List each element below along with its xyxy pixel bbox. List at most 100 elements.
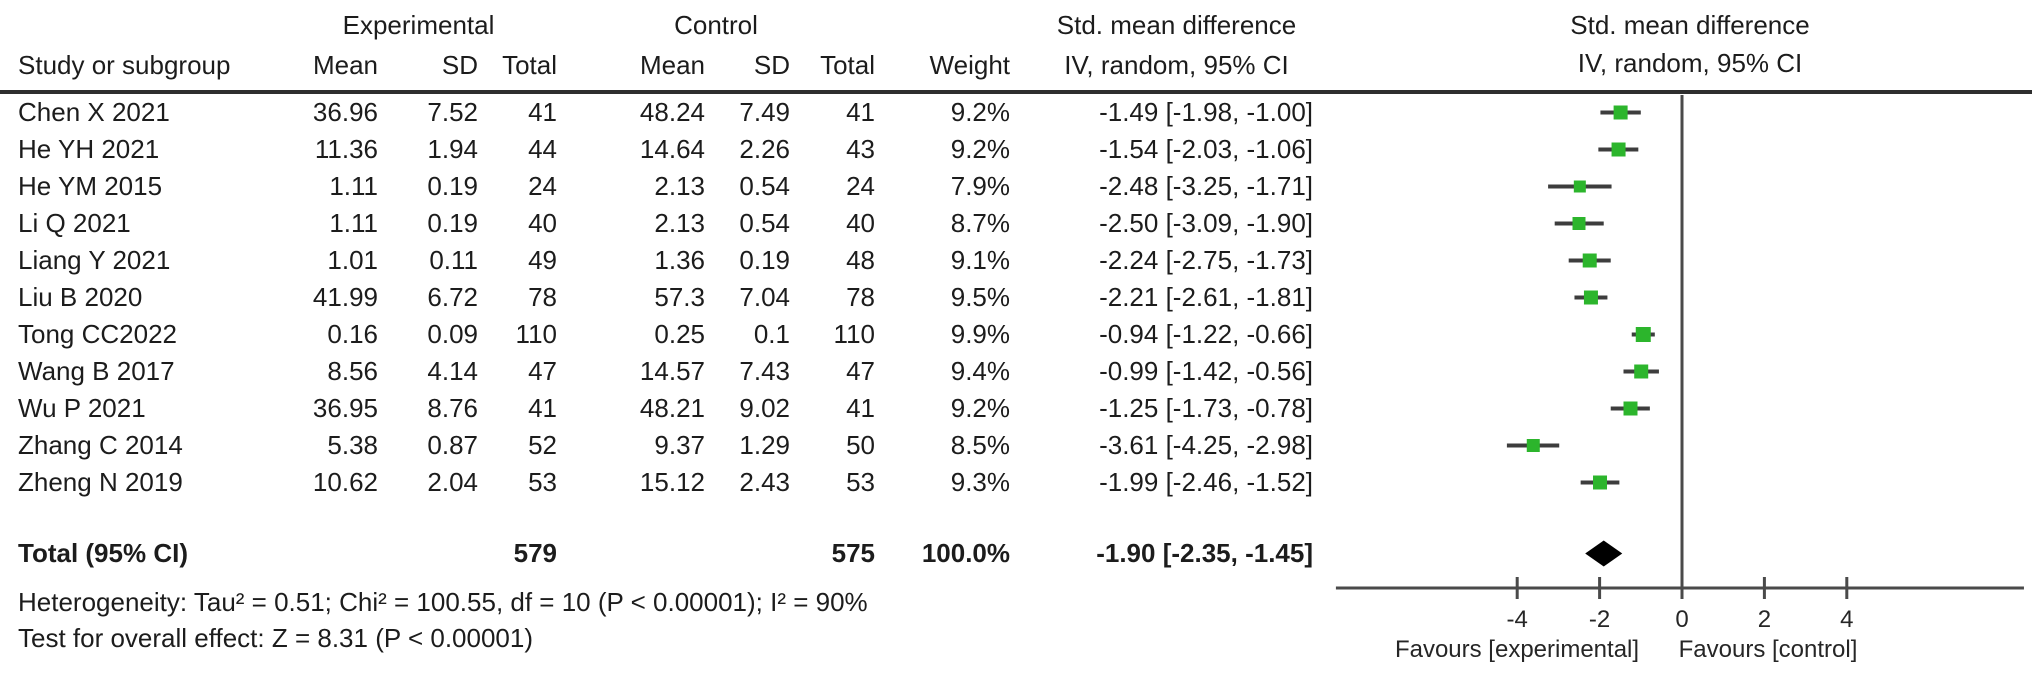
exp-total: 24 [528, 171, 557, 201]
study-name: Zheng N 2019 [18, 467, 183, 497]
exp-total: 52 [528, 430, 557, 460]
axis-tick-label: 2 [1758, 606, 1771, 633]
overall-effect-text: Test for overall effect: Z = 8.31 (P < 0… [18, 623, 533, 653]
exp-mean: 11.36 [314, 134, 378, 164]
exp-sd: 8.76 [427, 393, 478, 423]
ctl-sd: 9.02 [739, 393, 790, 423]
exp-total: 49 [528, 245, 557, 275]
exp-sd: 0.87 [427, 430, 478, 460]
study-name: Li Q 2021 [18, 208, 131, 238]
exp-sd: 0.09 [427, 319, 478, 349]
table-row: Liang Y 2021 1.01 0.11 49 1.36 0.19 48 9.1% -2.2… [18, 242, 1313, 279]
col-header-exp-sd: SD [441, 50, 478, 80]
exp-mean: 36.96 [312, 97, 378, 127]
ci-text: -1.54 [-2.03, -1.06] [1099, 134, 1313, 164]
study-name: Wang B 2017 [18, 356, 175, 386]
study-marker [1611, 142, 1626, 157]
ctl-mean: 1.36 [654, 245, 705, 275]
exp-total: 47 [528, 356, 557, 386]
axis-tick-label: -2 [1589, 606, 1610, 633]
study-marker [1526, 439, 1540, 452]
exp-mean: 0.16 [327, 319, 378, 349]
exp-total: 78 [528, 282, 557, 312]
group-header-experimental: Experimental [342, 10, 495, 40]
ctl-total: 40 [846, 208, 875, 238]
total-ci-text: -1.90 [-2.35, -1.45] [1096, 538, 1313, 568]
ctl-total: 50 [846, 430, 875, 460]
header-rule [0, 90, 2032, 94]
study-marker [1582, 253, 1597, 268]
ci-text: -2.21 [-2.61, -1.81] [1099, 282, 1313, 312]
ctl-total: 43 [846, 134, 875, 164]
table-row: He YH 2021 11.36 1.94 44 14.64 2.26 43 9.2% -1.5… [18, 131, 1313, 168]
study-name: He YH 2021 [18, 134, 160, 164]
exp-total: 41 [528, 393, 557, 423]
col-header-ctl-mean: Mean [639, 50, 705, 80]
exp-sd: 0.11 [429, 245, 478, 275]
study-marker [1623, 401, 1638, 416]
exp-total: 110 [515, 319, 557, 349]
ci-text: -2.50 [-3.09, -1.90] [1099, 208, 1313, 238]
exp-mean: 10.62 [312, 467, 378, 497]
axis-tick-label: 4 [1840, 606, 1853, 633]
ci-text: -1.25 [-1.73, -0.78] [1099, 393, 1313, 423]
col-header-weight: Weight [929, 50, 1010, 80]
weight-value: 9.3% [950, 467, 1010, 497]
ctl-mean: 2.13 [654, 171, 705, 201]
study-marker [1583, 290, 1598, 305]
exp-sd: 0.19 [427, 171, 478, 201]
ctl-mean: 57.3 [654, 282, 705, 312]
ci-text: -0.99 [-1.42, -0.56] [1099, 356, 1313, 386]
study-name: Wu P 2021 [18, 393, 146, 423]
exp-sd: 2.04 [427, 467, 478, 497]
total-exp-total: 579 [513, 538, 557, 568]
ctl-mean: 0.25 [654, 319, 705, 349]
effect-col-header-line2: IV, random, 95% CI [1064, 50, 1289, 80]
plot-col-header-line1: Std. mean difference [1570, 10, 1810, 40]
study-marker [1573, 180, 1586, 193]
ctl-sd: 7.43 [739, 356, 790, 386]
exp-total: 41 [528, 97, 557, 127]
ctl-mean: 48.21 [639, 393, 705, 423]
ctl-sd: 2.43 [739, 467, 790, 497]
table-row: Zhang C 2014 5.38 0.87 52 9.37 1.29 50 8.5% -3.6… [18, 427, 1313, 464]
ctl-total: 53 [846, 467, 875, 497]
exp-mean: 41.99 [312, 282, 378, 312]
col-header-ctl-total: Total [820, 50, 875, 80]
weight-value: 9.2% [950, 134, 1010, 164]
study-name: Liu B 2020 [18, 282, 143, 312]
ctl-total: 41 [846, 97, 875, 127]
total-diamond [1585, 540, 1623, 567]
weight-value: 9.1% [950, 245, 1010, 275]
weight-value: 8.5% [950, 430, 1010, 460]
exp-sd: 7.52 [427, 97, 478, 127]
ctl-total: 41 [846, 393, 875, 423]
ctl-sd: 2.26 [739, 134, 790, 164]
exp-mean: 36.95 [312, 393, 378, 423]
ctl-total: 24 [846, 171, 875, 201]
ci-text: -0.94 [-1.22, -0.66] [1099, 319, 1313, 349]
total-row: Total (95% CI) 579 575 100.0% -1.90 [-2.… [18, 535, 1313, 572]
col-header-exp-mean: Mean [312, 50, 378, 80]
exp-mean: 1.11 [329, 208, 378, 238]
ci-text: -1.49 [-1.98, -1.00] [1099, 97, 1313, 127]
exp-total: 53 [528, 467, 557, 497]
table-header: Experimental Control Std. mean differenc… [18, 6, 1313, 86]
ctl-sd: 1.29 [739, 430, 790, 460]
study-name: Liang Y 2021 [18, 245, 171, 275]
favours-right-label: Favours [control] [1679, 636, 1858, 663]
ci-text: -2.24 [-2.75, -1.73] [1099, 245, 1313, 275]
ctl-sd: 0.54 [739, 171, 790, 201]
ci-text: -3.61 [-4.25, -2.98] [1099, 430, 1313, 460]
study-name: Zhang C 2014 [18, 430, 183, 460]
heterogeneity-text: Heterogeneity: Tau² = 0.51; Chi² = 100.5… [18, 587, 868, 617]
weight-value: 8.7% [950, 208, 1010, 238]
ctl-total: 47 [846, 356, 875, 386]
ctl-sd: 0.1 [753, 319, 790, 349]
ci-text: -2.48 [-3.25, -1.71] [1099, 171, 1313, 201]
table-row: Li Q 2021 1.11 0.19 40 2.13 0.54 40 8.7% -2.50 [… [18, 205, 1313, 242]
exp-mean: 5.38 [327, 430, 378, 460]
ctl-mean: 2.13 [654, 208, 705, 238]
